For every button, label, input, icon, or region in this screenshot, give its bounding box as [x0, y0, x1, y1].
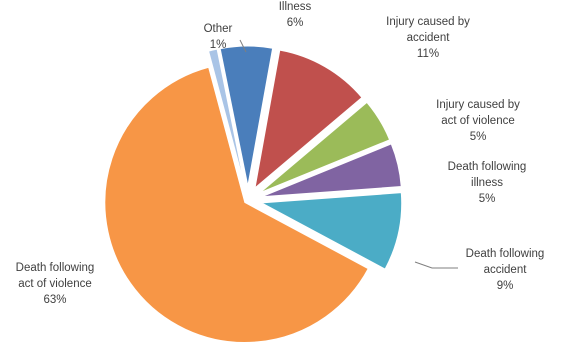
- slice-label: Injury caused by accident 11%: [386, 16, 470, 60]
- slice-label-line: Death following: [448, 161, 527, 173]
- slice-label-line: Injury caused by: [436, 99, 520, 111]
- slice-label-line: Death following: [466, 248, 545, 260]
- slice-label-line: Other: [204, 23, 233, 35]
- pie-slice: [259, 101, 391, 194]
- slice-label: Injury caused by act of violence 5%: [436, 99, 520, 143]
- pie-slice: [104, 66, 369, 343]
- leader-line: [414, 261, 458, 269]
- pie-slice: [254, 49, 363, 190]
- slice-label: Death following accident 9%: [466, 248, 545, 292]
- slice-label-line: act of violence: [18, 278, 92, 290]
- slice-label-line: 63%: [43, 294, 66, 306]
- slice-label: Death following illness 5%: [448, 161, 527, 205]
- slice-label-line: 9%: [497, 280, 514, 292]
- slice-label-line: 11%: [417, 48, 439, 60]
- pie-slice: [261, 143, 402, 198]
- slice-label-line: accident: [484, 264, 528, 276]
- leader-line: [239, 39, 247, 53]
- slice-label: Death following act of violence 63%: [16, 262, 95, 306]
- slice-label-line: accident: [407, 32, 451, 44]
- leader-lines: [239, 39, 458, 269]
- slice-label: Other 1%: [204, 23, 233, 51]
- slice-label-line: 5%: [479, 193, 496, 205]
- slice-label-line: illness: [471, 177, 503, 189]
- pie-slice: [207, 48, 246, 187]
- slice-label: Illness 6%: [279, 1, 312, 29]
- slice-labels: Other 1% Illness 6% Injury caused by accident…: [16, 1, 545, 306]
- pie-slice: [259, 192, 403, 270]
- slice-label-line: Injury caused by: [386, 16, 470, 28]
- slice-label-line: 6%: [287, 17, 304, 29]
- slice-label-line: 5%: [470, 131, 487, 143]
- slice-label-line: act of violence: [441, 115, 515, 127]
- slice-label-line: Death following: [16, 262, 95, 274]
- pie-slices: [104, 45, 403, 343]
- slice-label-line: Illness: [279, 1, 312, 13]
- slice-label-line: 1%: [210, 39, 227, 51]
- pie-slice: [219, 45, 274, 187]
